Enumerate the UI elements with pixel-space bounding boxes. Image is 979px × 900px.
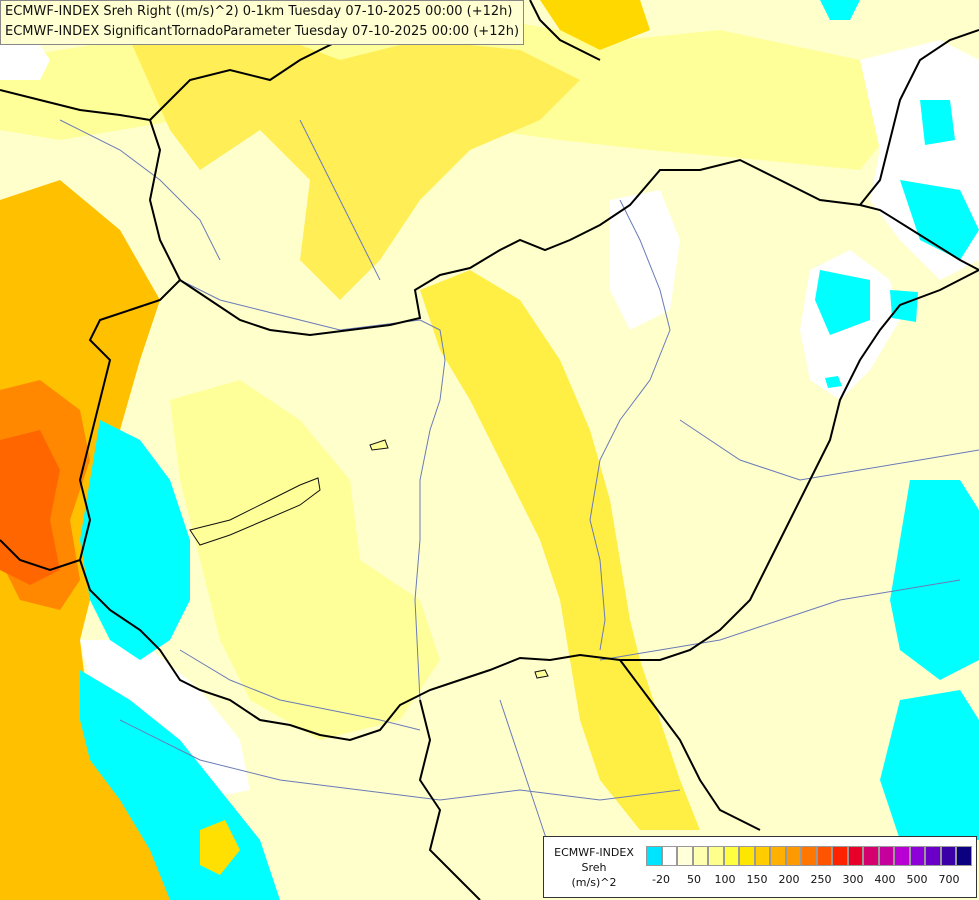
river-east <box>679 419 979 481</box>
river-north-central <box>299 119 381 281</box>
field-white-sw <box>80 640 250 800</box>
field-cyan-ne-small <box>920 100 955 145</box>
river-sava <box>119 719 681 801</box>
legend-swatch <box>847 846 863 866</box>
river-danube-upper <box>179 279 446 701</box>
field-yellow-north <box>130 30 580 300</box>
legend-unit: (m/s)^2 <box>571 876 617 889</box>
field-cyan-dot <box>825 376 842 388</box>
legend-swatch <box>925 846 941 866</box>
field-cyan-se <box>880 690 979 840</box>
legend-swatch <box>770 846 786 866</box>
legend-tick-label: 500 <box>906 873 928 886</box>
river-tisza <box>589 199 671 651</box>
legend-tick-label: 50 <box>687 873 701 886</box>
legend-tick-label: 200 <box>778 873 800 886</box>
legend-tick-label: -20 <box>652 873 670 886</box>
border-west <box>0 539 81 572</box>
legend-swatch <box>708 846 724 866</box>
title-line-sreh: ECMWF-INDEX Sreh Right ((m/s)^2) 0-1km T… <box>5 4 513 19</box>
border-top-center <box>529 0 601 61</box>
legend-swatch <box>739 846 755 866</box>
field-white-center <box>610 190 680 330</box>
color-legend: ECMWF-INDEX Sreh (m/s)^2 -20 50 100 150 200 2… <box>543 836 977 898</box>
legend-swatch <box>801 846 817 866</box>
river-northwest <box>59 119 221 261</box>
legend-label: ECMWF-INDEX Sreh (m/s)^2 <box>544 845 644 890</box>
map-title: ECMWF-INDEX Sreh Right ((m/s)^2) 0-1km T… <box>0 0 525 45</box>
legend-tick-label: 150 <box>746 873 768 886</box>
legend-swatch <box>754 846 770 866</box>
legend-swatch <box>894 846 910 866</box>
legend-swatch <box>661 846 677 866</box>
field-red-orange-west <box>0 430 60 585</box>
legend-swatch <box>940 846 956 866</box>
field-orange-west <box>0 180 230 900</box>
border-south <box>418 699 481 900</box>
legend-swatch <box>863 846 879 866</box>
legend-swatch <box>956 846 972 866</box>
legend-variable: Sreh <box>581 861 607 874</box>
legend-swatch <box>785 846 801 866</box>
field-yellow-top-right <box>540 0 650 50</box>
field-cyan-ne <box>900 180 979 260</box>
legend-swatch <box>692 846 708 866</box>
border-southeast <box>619 659 761 831</box>
field-cyan-small-east <box>890 290 918 322</box>
legend-swatch <box>878 846 894 866</box>
legend-swatch <box>646 846 662 866</box>
lake-balaton <box>189 477 321 546</box>
river-mures <box>599 579 961 661</box>
legend-tick-label: 250 <box>810 873 832 886</box>
title-line-stp: ECMWF-INDEX SignificantTornadoParameter … <box>5 24 520 39</box>
border-northwest <box>148 119 181 281</box>
legend-swatch <box>816 846 832 866</box>
legend-tick-label: 400 <box>874 873 896 886</box>
legend-ticks: -20 50 100 150 200 250 300 400 500 700 <box>646 873 976 889</box>
field-yellow-danube-band <box>420 270 700 830</box>
field-cyan-east-mid <box>815 270 870 335</box>
legend-swatch <box>832 846 848 866</box>
field-cyan-east <box>890 480 979 680</box>
lake-small-north <box>369 439 389 451</box>
legend-title: ECMWF-INDEX <box>554 846 634 859</box>
field-light-yellow-west <box>170 380 440 740</box>
legend-swatch <box>723 846 739 866</box>
lake-small-south <box>534 669 549 679</box>
legend-tick-label: 100 <box>714 873 736 886</box>
field-cyan-top-right <box>820 0 860 20</box>
legend-tick-label: 300 <box>842 873 864 886</box>
field-yellow-spot-south <box>200 820 240 875</box>
legend-tick-label: 700 <box>938 873 960 886</box>
border-hungary <box>78 158 979 742</box>
legend-swatch <box>909 846 925 866</box>
legend-swatches <box>646 846 972 866</box>
rivers <box>59 119 979 881</box>
border-northeast <box>859 29 979 206</box>
legend-swatch <box>677 846 693 866</box>
field-cyan-sw <box>80 420 190 660</box>
